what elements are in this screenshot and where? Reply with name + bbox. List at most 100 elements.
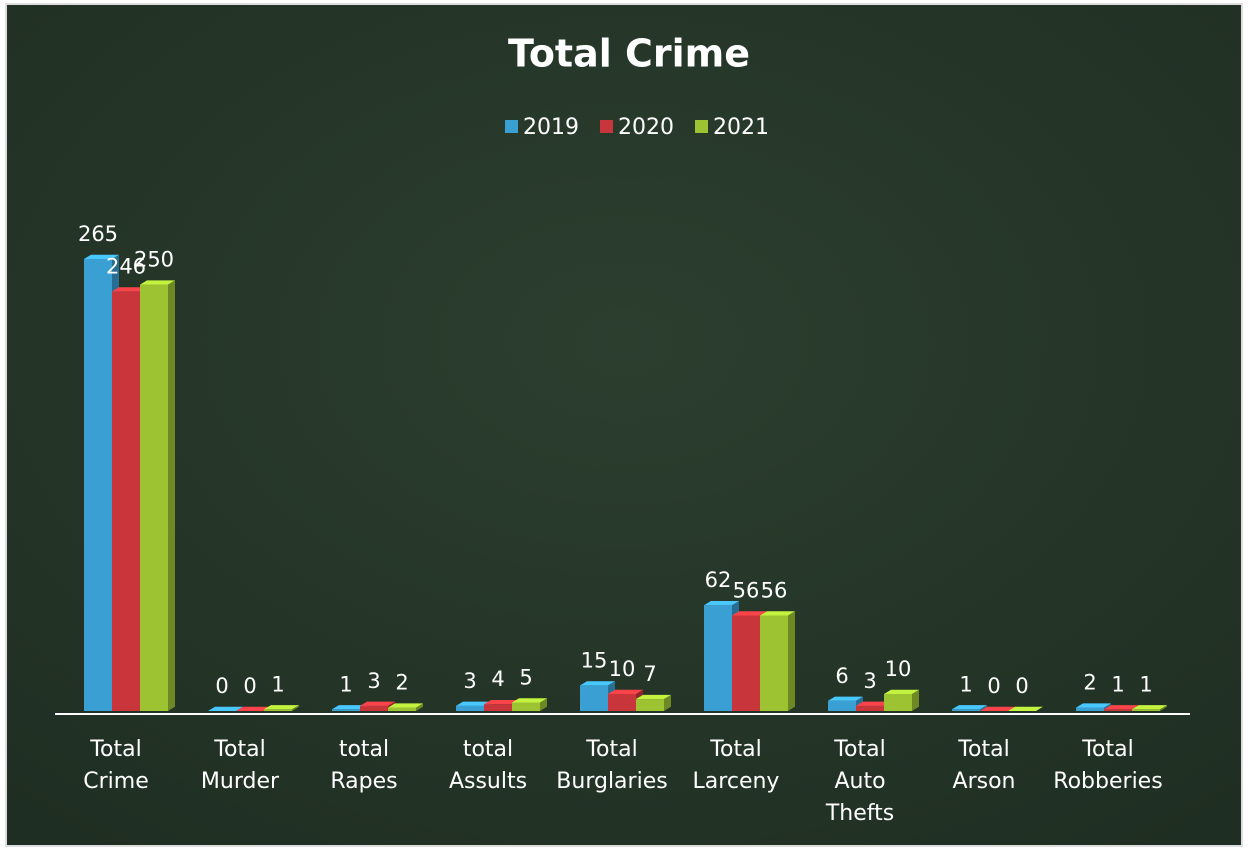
data-label: 1 — [339, 672, 352, 696]
x-tick-label: total — [463, 737, 513, 762]
bar-side — [1160, 705, 1167, 711]
bar-front — [360, 705, 388, 711]
x-tick-label: Total — [1081, 737, 1133, 762]
bar-top — [760, 611, 795, 616]
bar-front — [112, 291, 140, 711]
bar-top — [952, 705, 987, 710]
bar — [264, 705, 299, 711]
bar-front — [1132, 709, 1160, 711]
bar-top — [264, 705, 299, 710]
bar-top — [1008, 706, 1043, 711]
data-label: 3 — [863, 669, 876, 693]
data-label: 7 — [643, 662, 656, 686]
data-label: 0 — [1015, 674, 1028, 698]
bar-top — [208, 706, 243, 711]
bar-top — [112, 287, 147, 292]
bar-top — [332, 705, 367, 710]
bar-front — [636, 699, 664, 711]
bar-top — [636, 694, 671, 700]
legend-swatch — [600, 120, 613, 133]
bar-top — [828, 696, 863, 701]
data-label: 2 — [395, 671, 408, 695]
bar — [884, 689, 919, 711]
data-label: 0 — [215, 674, 228, 698]
bar — [1132, 705, 1167, 711]
x-tick-label: Auto — [834, 769, 885, 794]
data-label: 15 — [581, 648, 608, 672]
bar-side — [664, 694, 671, 711]
bar-top — [140, 280, 175, 285]
bar — [952, 705, 987, 711]
data-label: 3 — [367, 669, 380, 693]
bar-front — [704, 605, 732, 711]
data-label: 6 — [835, 664, 848, 688]
bar-top — [236, 706, 271, 711]
bar-side — [292, 705, 299, 711]
x-tick-label: Robberies — [1053, 769, 1162, 794]
bar-front — [512, 702, 540, 711]
x-tick-label: Arson — [953, 769, 1016, 794]
bar-top — [580, 681, 615, 686]
bar-top — [1132, 705, 1167, 710]
bar — [388, 703, 423, 711]
bar-side — [416, 703, 423, 711]
data-label: 1 — [1111, 672, 1124, 696]
data-label: 62 — [705, 568, 732, 592]
data-label: 246 — [106, 254, 146, 278]
x-tick-label: Total — [833, 737, 885, 762]
data-label: 0 — [243, 674, 256, 698]
bar-top — [704, 601, 739, 606]
bar-front — [84, 259, 112, 711]
bar-front — [484, 704, 512, 711]
bar — [140, 280, 175, 711]
bar — [980, 706, 1015, 711]
x-tick-label: Rapes — [330, 769, 397, 794]
x-tick-label: Total — [89, 737, 141, 762]
bar-front — [140, 284, 168, 711]
bar — [1008, 706, 1043, 711]
bar-front — [388, 707, 416, 711]
legend-swatch — [695, 120, 708, 133]
legend-label: 2019 — [523, 115, 579, 140]
chart-title: Total Crime — [508, 32, 750, 76]
bar-top — [484, 699, 519, 705]
legend-swatch — [505, 120, 518, 133]
bar-front — [456, 705, 484, 711]
legend-label: 2021 — [713, 115, 769, 140]
data-label: 2 — [1083, 671, 1096, 695]
bar — [236, 706, 271, 711]
bar-front — [1104, 709, 1132, 711]
bar-front — [732, 615, 760, 711]
bar-top — [512, 698, 547, 703]
bar-side — [980, 705, 987, 711]
bar-top — [388, 703, 423, 708]
bar-side — [168, 280, 175, 711]
x-tick-label: Thefts — [825, 801, 894, 826]
bar-front — [828, 700, 856, 711]
bar-top — [84, 254, 119, 259]
bar-front — [856, 705, 884, 711]
x-tick-label: Total — [585, 737, 637, 762]
bar-front — [332, 709, 360, 711]
bar-front — [264, 709, 292, 711]
bar — [636, 694, 671, 711]
x-tick-label: Crime — [83, 769, 148, 794]
data-label: 1 — [959, 672, 972, 696]
x-tick-label: Total — [213, 737, 265, 762]
x-tick-label: Burglaries — [556, 769, 667, 794]
data-label: 56 — [733, 578, 760, 602]
data-label: 1 — [1139, 672, 1152, 696]
data-label: 10 — [609, 657, 636, 681]
bar-side — [540, 698, 547, 711]
bar-front — [952, 709, 980, 711]
data-label: 265 — [78, 222, 118, 246]
bar-front — [580, 685, 608, 711]
data-label: 56 — [761, 578, 788, 602]
bar-front — [760, 615, 788, 711]
bar-front — [1076, 707, 1104, 711]
bar-side — [912, 689, 919, 711]
bar-top — [980, 706, 1015, 711]
x-tick-label: Total — [957, 737, 1009, 762]
bar-top — [1104, 705, 1139, 710]
x-tick-label: Larceny — [693, 769, 780, 794]
